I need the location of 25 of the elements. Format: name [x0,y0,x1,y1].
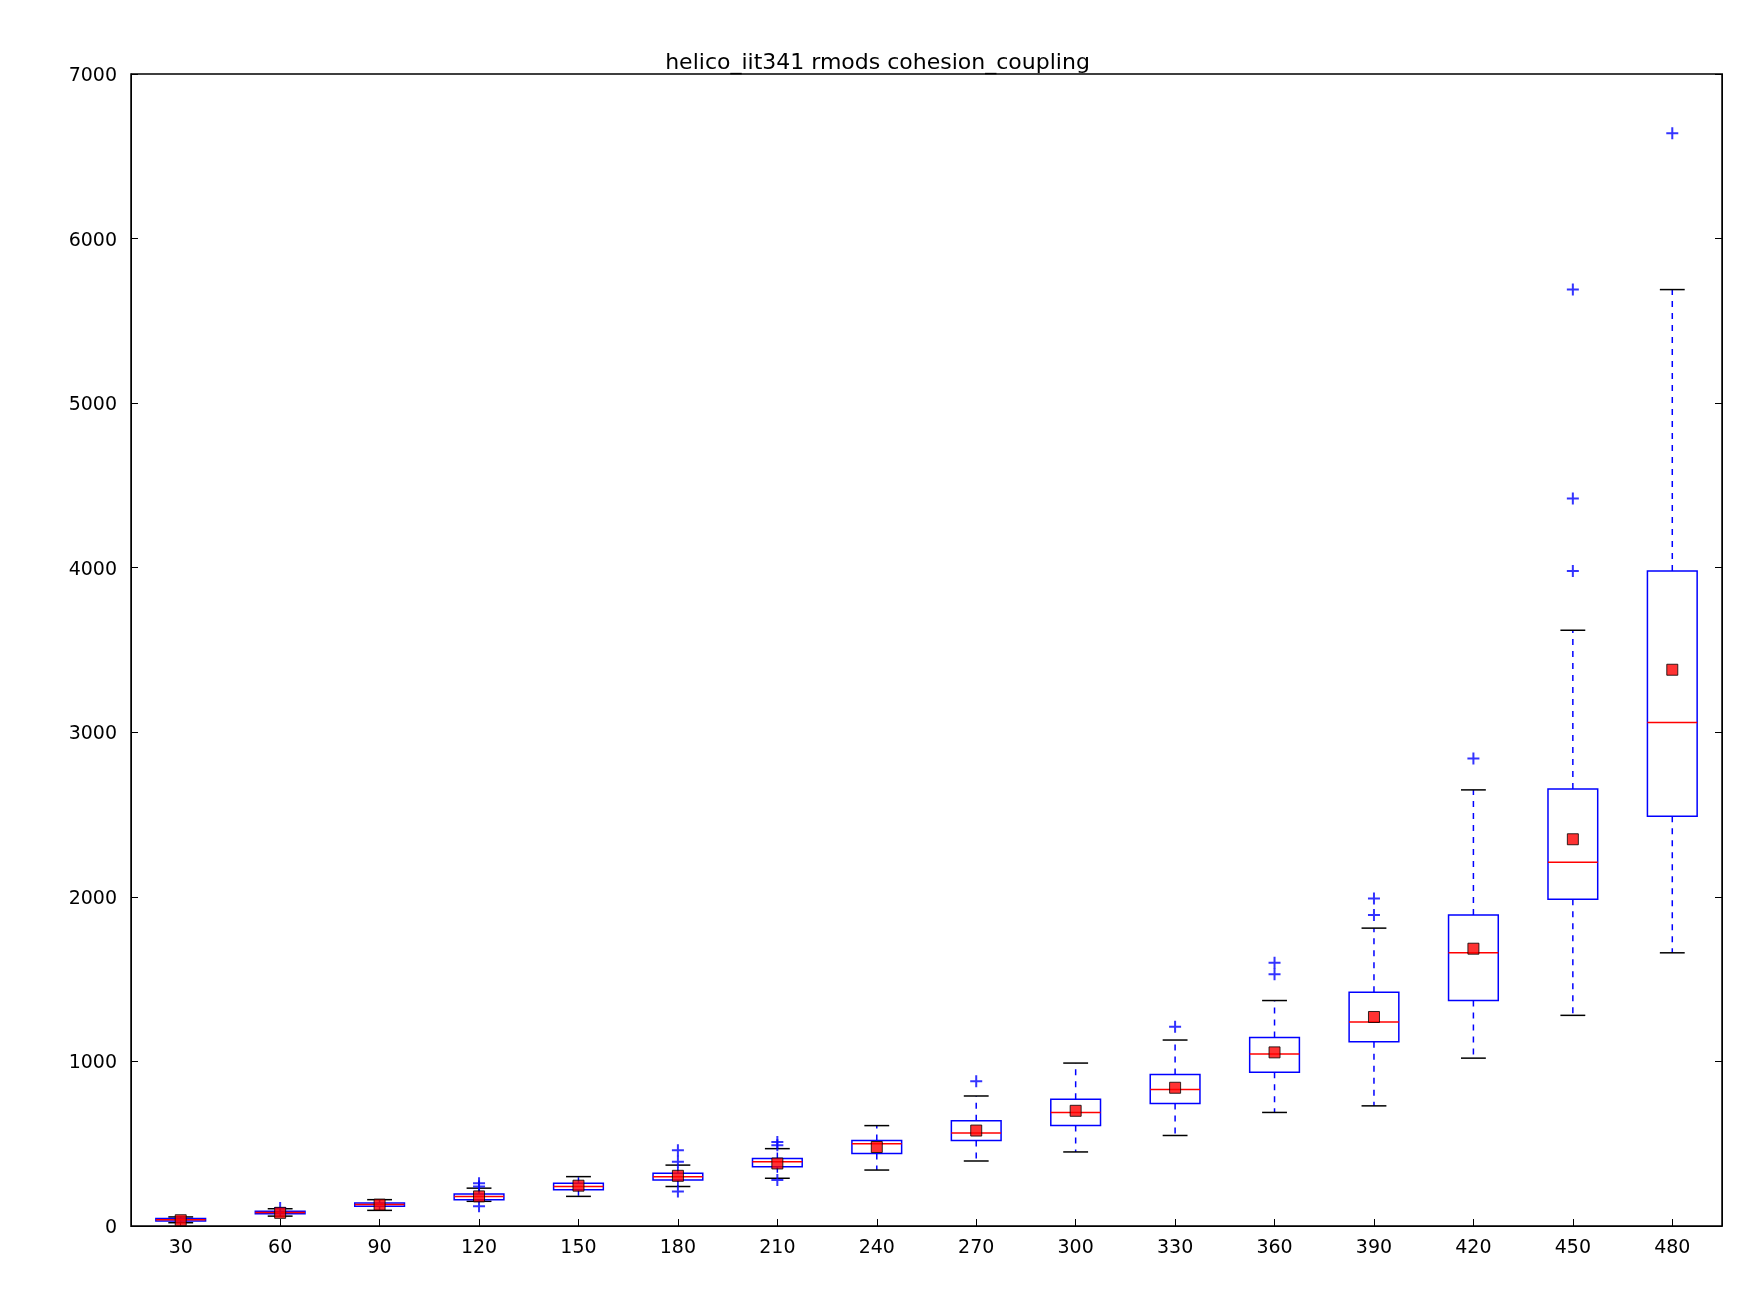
x-tick-label: 90 [367,1234,392,1257]
y-tick-label: 6000 [68,227,117,250]
y-tick-label: 1000 [68,1050,117,1073]
x-tick-label: 120 [460,1234,498,1257]
x-tick-label: 420 [1455,1234,1492,1257]
x-tick-label: 330 [1156,1234,1194,1257]
y-tick-label: 0 [104,1215,117,1237]
x-tick-label: 450 [1554,1234,1591,1257]
x-tick-label: 270 [958,1234,995,1257]
x-tick-label: 210 [759,1234,796,1257]
x-tick-label: 300 [1057,1234,1094,1257]
x-tick-label: 180 [659,1234,697,1257]
x-tick-label: 480 [1654,1234,1691,1257]
y-tick-label: 3000 [68,721,117,744]
y-tick-label: 5000 [68,392,117,415]
x-tick-label: 360 [1256,1234,1293,1257]
y-tick-label: 7000 [68,63,117,85]
chart-title: helico_iit341 rmods cohesion_coupling [665,48,1090,75]
x-tick-label: 390 [1355,1234,1393,1257]
x-tick-label: 240 [858,1234,895,1257]
x-tick-label: 150 [560,1234,597,1257]
y-tick-label: 4000 [68,556,117,579]
y-tick-label: 2000 [68,885,117,908]
x-tick-label: 30 [168,1234,193,1257]
x-tick-label: 60 [268,1234,293,1257]
